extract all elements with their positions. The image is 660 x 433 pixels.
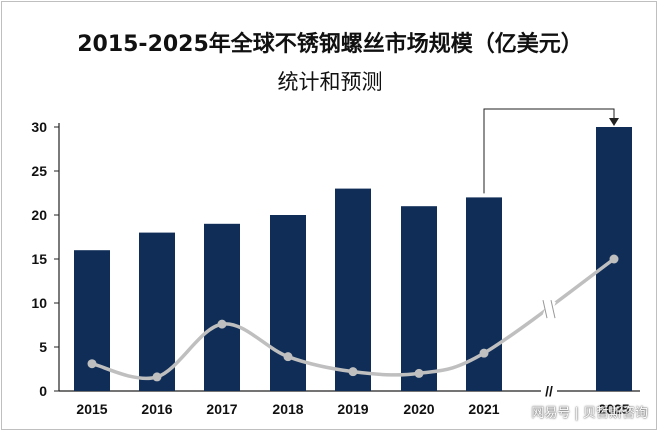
x-tick-label: 2017 <box>206 401 237 417</box>
y-tick-label: 20 <box>31 207 47 223</box>
trend-point <box>283 352 293 362</box>
chart-subtitle: 统计和预测 <box>277 70 383 94</box>
bar <box>401 206 437 391</box>
arrow-head <box>609 118 619 126</box>
y-tick-label: 15 <box>31 251 47 267</box>
watermark: 网易号 | 贝哲斯咨询 <box>531 406 648 421</box>
trend-point <box>414 368 424 378</box>
x-tick-label: 2019 <box>337 401 368 417</box>
trend-point <box>152 372 162 382</box>
trend-point <box>348 367 358 377</box>
trend-point <box>479 348 489 358</box>
chart-title: 2015-2025年全球不锈钢螺丝市场规模（亿美元） <box>77 32 583 57</box>
trend-break-line <box>550 300 556 319</box>
x-tick-label: 2021 <box>468 401 499 417</box>
x-tick-label: 2016 <box>141 401 172 417</box>
x-tick-label: 2025 <box>598 401 629 417</box>
bar <box>204 223 240 391</box>
bar <box>74 250 110 391</box>
axis-break-mark: // <box>545 383 553 399</box>
bar <box>270 215 306 391</box>
bar <box>139 232 175 391</box>
connector-arrow <box>483 108 615 194</box>
axis-break-gap <box>541 385 557 397</box>
y-tick-label: 0 <box>39 383 47 399</box>
y-tick-label: 25 <box>31 163 47 179</box>
y-tick-label: 10 <box>31 295 47 311</box>
trend-point <box>87 359 97 369</box>
x-tick-label: 2015 <box>76 401 107 417</box>
y-tick-label: 30 <box>31 119 47 135</box>
x-tick-label: 2020 <box>403 401 434 417</box>
trend-point <box>609 254 619 264</box>
trend-break-line <box>542 300 548 319</box>
trend-point <box>217 319 227 329</box>
bar <box>335 188 371 391</box>
y-tick-label: 5 <box>39 339 47 355</box>
x-tick-label: 2018 <box>272 401 303 417</box>
